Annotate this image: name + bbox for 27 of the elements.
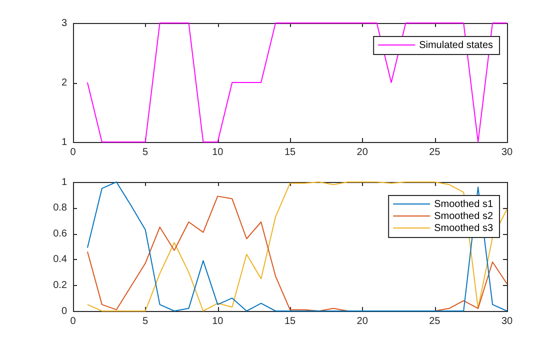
y-tick-label: 2	[61, 77, 68, 88]
x-tick-label: 5	[142, 316, 149, 327]
x-tick-label: 10	[212, 146, 224, 158]
x-tick-label: 30	[501, 146, 513, 158]
x-tick-label: 25	[429, 316, 441, 327]
y-tick-label: 0	[61, 306, 68, 317]
x-tick-label: 20	[356, 146, 368, 158]
x-tick-label: 15	[284, 146, 296, 158]
y-tick-label: 0.6	[53, 228, 68, 240]
y-tick-label: 0.2	[53, 280, 68, 291]
x-tick-label: 20	[356, 316, 368, 327]
y-tick-label: 0.8	[53, 202, 68, 214]
x-tick-label: 25	[429, 146, 441, 158]
x-tick-label: 5	[142, 146, 149, 158]
y-tick-label: 0.4	[53, 254, 68, 266]
y-tick-label: 1	[61, 176, 68, 188]
y-tick-label: 1	[61, 136, 68, 148]
legend-label: Smoothed s3	[434, 222, 494, 234]
x-tick-label: 15	[284, 316, 296, 327]
x-tick-label: 0	[70, 316, 76, 327]
legend-label: Simulated states	[419, 40, 494, 51]
legend-label: Smoothed s2	[434, 210, 494, 222]
legend-label: Smoothed s1	[434, 198, 494, 210]
x-tick-label: 10	[212, 316, 224, 327]
y-tick-label: 3	[61, 18, 68, 29]
x-tick-label: 30	[501, 316, 513, 327]
x-tick-label: 0	[70, 146, 76, 158]
